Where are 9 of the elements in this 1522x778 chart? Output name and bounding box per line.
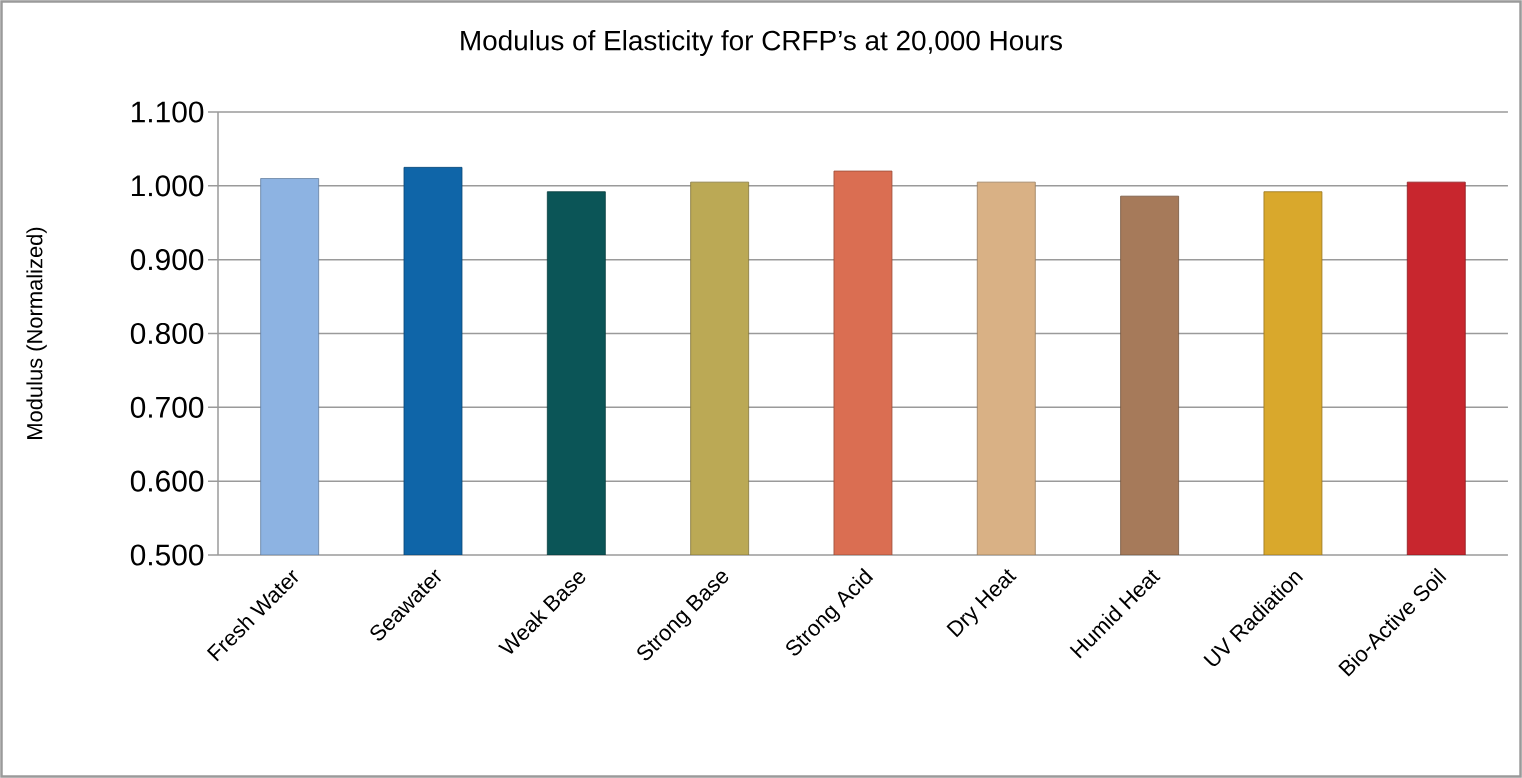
y-tick-label: 0.600	[130, 470, 204, 492]
y-tick-label: 0.700	[130, 396, 204, 418]
y-tick-label: 1.000	[131, 175, 204, 197]
y-tick-label: 0.900	[130, 249, 204, 271]
y-axis-title: Modulus (Normalized)	[26, 227, 47, 439]
chart-title: Modulus of Elasticity for CRFP’s at 20,000 Hours	[461, 30, 1062, 56]
y-tick-label: 0.500	[130, 544, 204, 566]
y-tick-label: 0.800	[130, 322, 204, 345]
y-tick-label: 1.100	[131, 101, 204, 123]
